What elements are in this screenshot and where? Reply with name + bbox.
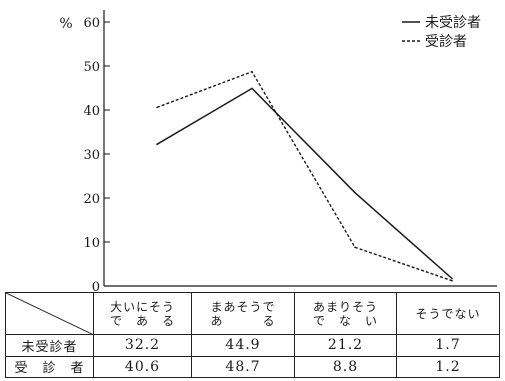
data-table: 大いにそう で あ る まあそうで あ る あまりそう で な い そうでない …: [5, 292, 500, 378]
data-point: [354, 191, 356, 194]
table-cell-value: 21.2: [294, 334, 397, 357]
y-tick-label: 60: [83, 16, 100, 31]
table-cell-value: 1.7: [396, 334, 500, 357]
table-header-cell: そうでない: [396, 292, 500, 335]
y-tick-label: 20: [83, 192, 100, 207]
y-ticks: 0 10 20 30 40 50 60: [83, 16, 110, 292]
chart-axes: [103, 10, 497, 287]
table-header-cell: まあそうで あ る: [191, 292, 295, 335]
legend: 未受診者 受診者: [402, 15, 481, 50]
table-row-unexamined: 未受診者 32.2 44.9 21.2 1.7: [5, 334, 500, 357]
row-label: 受 診 者: [5, 355, 94, 378]
header-line: まあそうで: [210, 299, 276, 314]
table-header-cell: 大いにそう で あ る: [93, 292, 192, 335]
y-tick-label: 50: [83, 60, 100, 75]
table-header-cell: あまりそう で な い: [294, 292, 397, 335]
legend-label-unexamined: 未受診者: [425, 15, 481, 31]
header-line: で あ る: [109, 313, 175, 328]
table-cell-value: 1.2: [396, 355, 500, 378]
table-cell-value: 32.2: [93, 334, 192, 357]
y-tick-label: 40: [83, 104, 100, 119]
data-point: [156, 106, 158, 109]
data-point: [354, 246, 356, 249]
y-tick-label: 0: [92, 280, 100, 292]
header-line: そうでない: [415, 306, 481, 321]
table-corner-cell: [5, 292, 94, 335]
table-cell-value: 8.8: [294, 355, 397, 378]
line-chart: % 0 10 20 30 40 50 60 未受診者 受診者: [59, 10, 497, 292]
header-line: 大いにそう: [110, 299, 175, 314]
data-point: [251, 87, 253, 90]
table-corner-diagonal: [6, 293, 94, 335]
header-line: で な い: [312, 313, 378, 328]
series-line-examined: [156, 70, 453, 282]
data-point: [451, 277, 453, 280]
series-layer: [156, 70, 453, 282]
y-tick-label: 10: [83, 236, 100, 251]
y-axis-unit: %: [59, 16, 72, 32]
row-label: 未受診者: [5, 334, 94, 357]
table-cell-value: 40.6: [93, 355, 192, 378]
table-header-row: 大いにそう で あ る まあそうで あ る あまりそう で な い そうでない: [5, 292, 500, 335]
legend-label-examined: 受診者: [425, 34, 467, 50]
header-line: あ る: [210, 313, 276, 328]
data-point: [156, 143, 158, 146]
table-cell-value: 48.7: [191, 355, 295, 378]
data-point: [251, 70, 253, 73]
header-line: あまりそう: [312, 299, 378, 314]
data-point: [451, 279, 453, 282]
table-cell-value: 44.9: [191, 334, 295, 357]
table-row-examined: 受 診 者 40.6 48.7 8.8 1.2: [5, 355, 500, 378]
y-tick-label: 30: [83, 148, 100, 163]
series-line-unexamined: [156, 87, 453, 280]
